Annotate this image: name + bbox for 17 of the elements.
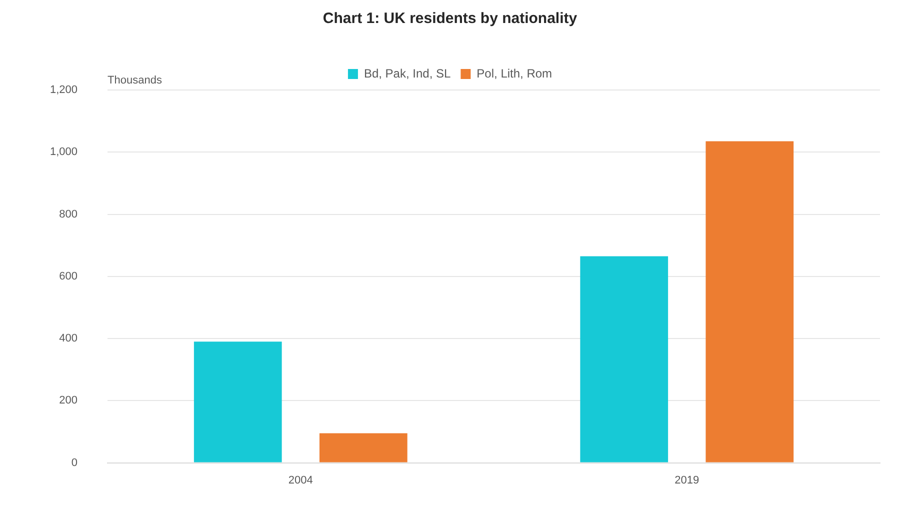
- y-tick-label: 1,000: [50, 146, 78, 158]
- bar: [706, 141, 794, 462]
- y-tick-label: 200: [59, 394, 78, 407]
- y-tick-label: 1,200: [50, 84, 78, 96]
- bar: [194, 342, 282, 462]
- legend-label: Pol, Lith, Rom: [476, 66, 552, 80]
- legend-label: Bd, Pak, Ind, SL: [364, 66, 452, 80]
- y-tick-label: 400: [59, 332, 78, 345]
- chart-title: Chart 1: UK residents by nationality: [322, 10, 578, 28]
- y-tick-label: 800: [59, 208, 78, 220]
- bar: [319, 433, 408, 462]
- x-tick-label: 2004: [288, 474, 313, 486]
- x-tick-label: 2019: [674, 474, 700, 486]
- y-tick-label: 600: [59, 270, 78, 282]
- bar: [580, 256, 668, 462]
- y-axis-title: Thousands: [108, 74, 162, 87]
- y-tick-label: 0: [71, 456, 78, 469]
